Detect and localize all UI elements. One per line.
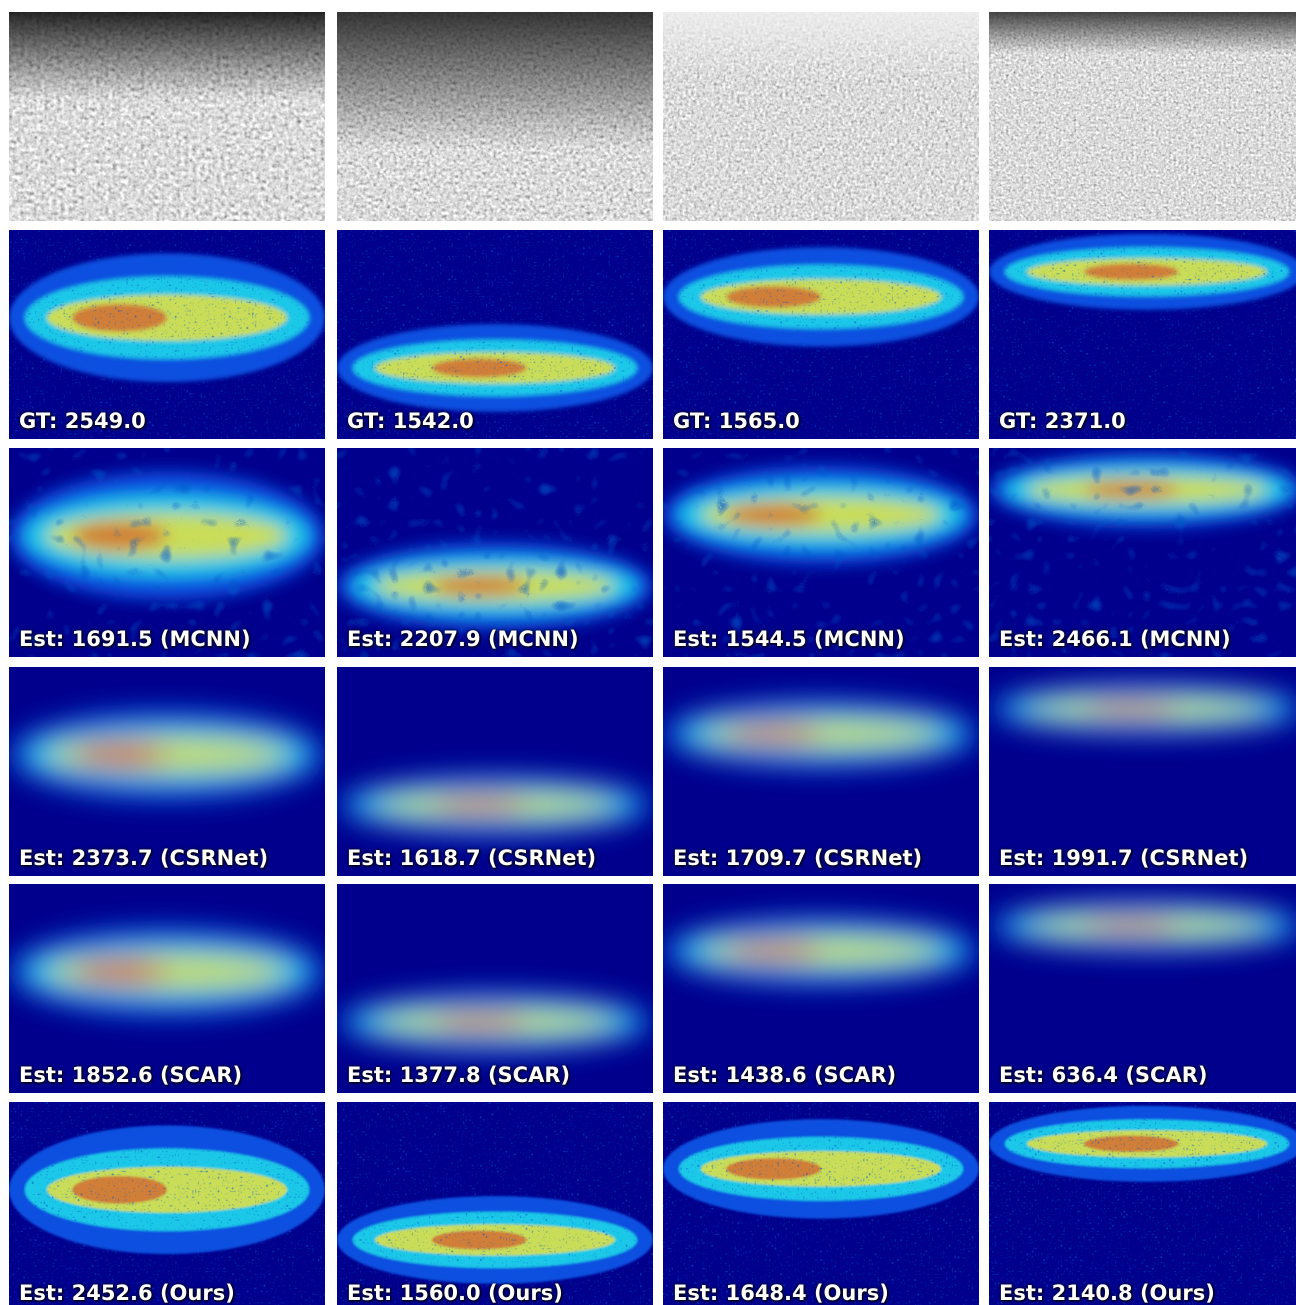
count-label: Est: 1544.5 (MCNN): [673, 627, 905, 651]
density-map: Est: 2140.8 (Ours): [989, 1102, 1296, 1305]
density-map: Est: 636.4 (SCAR): [989, 884, 1296, 1093]
image: [663, 230, 979, 439]
image: [989, 230, 1296, 439]
image: [663, 667, 979, 876]
density-map: Est: 1618.7 (CSRNet): [337, 667, 653, 876]
crowd-photo: [989, 12, 1296, 221]
count-label: GT: 2371.0: [999, 409, 1126, 433]
count-label: Est: 2466.1 (MCNN): [999, 627, 1231, 651]
image: [989, 1102, 1296, 1305]
count-label: Est: 2373.7 (CSRNet): [19, 846, 268, 870]
density-map: Est: 2452.6 (Ours): [9, 1102, 325, 1305]
count-label: Est: 1648.4 (Ours): [673, 1281, 889, 1305]
image: [663, 12, 979, 221]
density-map: Est: 1377.8 (SCAR): [337, 884, 653, 1093]
image: [9, 884, 325, 1093]
image: [337, 1102, 653, 1305]
image: [337, 230, 653, 439]
density-map: Est: 2466.1 (MCNN): [989, 448, 1296, 657]
density-map: Est: 2207.9 (MCNN): [337, 448, 653, 657]
density-map: GT: 2371.0: [989, 230, 1296, 439]
image: [337, 448, 653, 657]
count-label: Est: 1618.7 (CSRNet): [347, 846, 596, 870]
image: [9, 667, 325, 876]
image: [989, 667, 1296, 876]
crowd-photo: [663, 12, 979, 221]
count-label: Est: 1691.5 (MCNN): [19, 627, 251, 651]
crowd-photo: [9, 12, 325, 221]
count-label: Est: 1852.6 (SCAR): [19, 1063, 242, 1087]
count-label: Est: 1991.7 (CSRNet): [999, 846, 1248, 870]
image: [989, 12, 1296, 221]
image: [9, 1102, 325, 1305]
density-map: Est: 1709.7 (CSRNet): [663, 667, 979, 876]
density-map: Est: 1560.0 (Ours): [337, 1102, 653, 1305]
density-map: GT: 2549.0: [9, 230, 325, 439]
image: [989, 448, 1296, 657]
density-map: Est: 1991.7 (CSRNet): [989, 667, 1296, 876]
density-map: Est: 1691.5 (MCNN): [9, 448, 325, 657]
count-label: Est: 1709.7 (CSRNet): [673, 846, 922, 870]
image: [337, 12, 653, 221]
image: [663, 884, 979, 1093]
image: [9, 230, 325, 439]
image: [337, 667, 653, 876]
count-label: Est: 2452.6 (Ours): [19, 1281, 235, 1305]
image: [9, 448, 325, 657]
count-label: Est: 1560.0 (Ours): [347, 1281, 563, 1305]
density-map: Est: 1438.6 (SCAR): [663, 884, 979, 1093]
image: [989, 884, 1296, 1093]
figure: GT: 2549.0 GT: 1542.0 GT: 1565.0 GT: 2371.0…: [0, 0, 1296, 1305]
count-label: Est: 1377.8 (SCAR): [347, 1063, 570, 1087]
image: [663, 1102, 979, 1305]
density-map: Est: 2373.7 (CSRNet): [9, 667, 325, 876]
image: [663, 448, 979, 657]
count-label: Est: 2140.8 (Ours): [999, 1281, 1215, 1305]
count-label: GT: 1542.0: [347, 409, 474, 433]
count-label: GT: 1565.0: [673, 409, 800, 433]
count-label: GT: 2549.0: [19, 409, 146, 433]
crowd-photo: [337, 12, 653, 221]
density-map: Est: 1544.5 (MCNN): [663, 448, 979, 657]
count-label: Est: 2207.9 (MCNN): [347, 627, 579, 651]
density-map: Est: 1852.6 (SCAR): [9, 884, 325, 1093]
density-map: Est: 1648.4 (Ours): [663, 1102, 979, 1305]
density-map: GT: 1565.0: [663, 230, 979, 439]
image: [9, 12, 325, 221]
image: [337, 884, 653, 1093]
density-map: GT: 1542.0: [337, 230, 653, 439]
count-label: Est: 636.4 (SCAR): [999, 1063, 1207, 1087]
count-label: Est: 1438.6 (SCAR): [673, 1063, 896, 1087]
